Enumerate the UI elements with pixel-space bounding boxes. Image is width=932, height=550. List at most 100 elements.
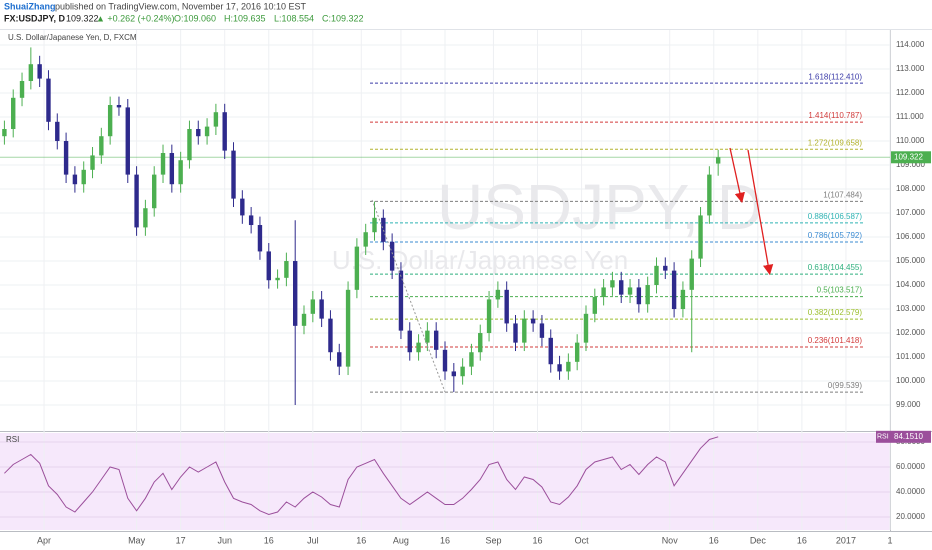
- y-tick-label: 110.000: [896, 136, 925, 145]
- candle-body: [680, 289, 686, 310]
- candle-body: [381, 217, 386, 242]
- candle-body: [266, 251, 271, 281]
- x-tick-label: Aug: [393, 535, 409, 545]
- candle-body: [425, 330, 430, 343]
- price-tag-label: 109.322: [894, 152, 923, 161]
- candle-body: [698, 215, 703, 259]
- candle-body: [442, 349, 448, 372]
- candle-body: [451, 371, 457, 377]
- header-open: O:109.060: [174, 13, 216, 23]
- fib-label: 1.618(112.410): [808, 72, 862, 81]
- x-tick-label: May: [128, 535, 146, 545]
- candle-body: [196, 129, 201, 137]
- candle-body: [257, 225, 263, 252]
- candle-body: [301, 313, 307, 326]
- y-tick-label: 99.000: [896, 400, 921, 409]
- candle-body: [407, 330, 412, 353]
- header-high: H:109.635: [224, 13, 266, 23]
- chart-title: U.S. Dollar/Japanese Yen, D, FXCM: [8, 33, 137, 42]
- candle-body: [2, 129, 7, 137]
- candle-body: [90, 155, 95, 170]
- candle-body: [99, 136, 104, 156]
- x-tick-label: 16: [356, 535, 366, 545]
- fib-label: 0(99.539): [828, 381, 863, 390]
- fib-label: 1.272(109.658): [808, 138, 863, 147]
- candle-body: [116, 105, 122, 108]
- y-tick-label: 100.000: [896, 376, 925, 385]
- candle-body: [663, 265, 668, 271]
- candle-body: [610, 280, 615, 288]
- x-tick-label: Sep: [485, 535, 501, 545]
- candle-body: [486, 299, 492, 334]
- candle-body: [654, 265, 659, 286]
- candle-body: [583, 313, 589, 343]
- candle-body: [601, 287, 606, 298]
- candle-body: [204, 126, 210, 137]
- candle-body: [345, 289, 351, 367]
- candle-body: [495, 289, 501, 300]
- author: ShuaiZhang: [4, 1, 56, 11]
- rsi-tick-label: 40.0000: [896, 487, 925, 496]
- candle-body: [574, 342, 580, 362]
- candle-body: [416, 342, 421, 353]
- x-tick-label: 16: [440, 535, 450, 545]
- candle-body: [213, 112, 219, 127]
- rsi-line: [4, 436, 719, 516]
- watermark: USDJPY, D: [437, 171, 763, 243]
- candle-body: [292, 261, 298, 326]
- candle-body: [671, 270, 677, 310]
- header-price: 109.322: [66, 13, 99, 23]
- x-tick-label: Dec: [750, 535, 767, 545]
- x-tick-label: 16: [264, 535, 274, 545]
- candle-body: [539, 323, 545, 338]
- candle-body: [619, 280, 624, 295]
- header-close: C:109.322: [322, 13, 364, 23]
- candle-body: [398, 270, 404, 331]
- x-tick-label: 2017: [836, 535, 856, 545]
- x-tick-label: 16: [797, 535, 807, 545]
- candle-body: [28, 64, 34, 82]
- arrow: [729, 147, 745, 204]
- rsi-tick-label: 20.0000: [896, 512, 925, 521]
- candle-body: [645, 285, 650, 305]
- candle-body: [522, 318, 527, 343]
- y-tick-label: 108.000: [896, 184, 925, 193]
- y-tick-label: 109.000: [896, 160, 925, 169]
- candle-body: [178, 160, 183, 185]
- x-tick-label: Jul: [307, 535, 319, 545]
- x-tick-label: Oct: [575, 535, 590, 545]
- fib-label: 1(107.484): [823, 191, 862, 200]
- rsi-legend: RSI: [6, 435, 19, 444]
- fib-label: 1.414(110.787): [808, 111, 862, 120]
- fib-label: 0.236(101.418): [808, 336, 863, 345]
- x-tick-label: 17: [176, 535, 186, 545]
- candle-body: [284, 261, 289, 278]
- candle-body: [222, 112, 227, 151]
- candle-body: [11, 97, 16, 130]
- price-tag: [891, 151, 931, 164]
- published: published on TradingView.com, November 1…: [55, 1, 306, 11]
- symbol: FX:USDJPY, D: [4, 13, 66, 23]
- candle-body: [513, 323, 518, 343]
- y-tick-label: 105.000: [896, 256, 925, 265]
- x-tick-label: 16: [709, 535, 719, 545]
- candle-body: [707, 174, 712, 216]
- candle-body: [107, 105, 113, 137]
- y-tick-label: 103.000: [896, 304, 925, 313]
- candle-body: [363, 232, 368, 247]
- candle-body: [310, 299, 316, 314]
- rsi-tag: [891, 430, 931, 443]
- candle-body: [548, 337, 553, 365]
- fib-label: 0.5(103.517): [817, 286, 863, 295]
- watermark-subtitle: U.S. Dollar/Japanese Yen: [332, 245, 628, 275]
- fib-label: 0.382(102.579): [808, 308, 863, 317]
- candle-body: [337, 352, 342, 367]
- candle-body: [81, 169, 86, 185]
- candle-body: [715, 157, 721, 164]
- y-tick-label: 106.000: [896, 232, 925, 241]
- candle-body: [389, 241, 395, 271]
- fib-label: 0.786(105.792): [808, 231, 863, 240]
- candle-body: [592, 297, 598, 314]
- candle-body: [169, 153, 175, 185]
